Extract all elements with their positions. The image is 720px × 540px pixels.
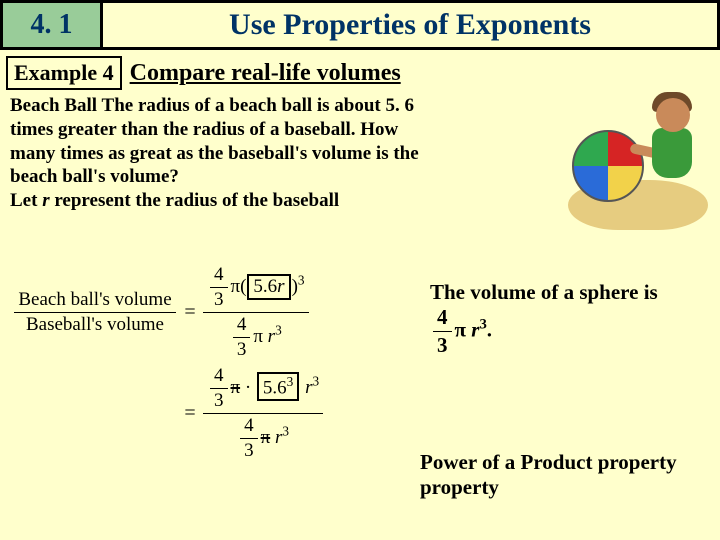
strike-43-bot: 43	[237, 427, 261, 448]
c3: 3	[312, 374, 319, 389]
n1: 4	[210, 264, 228, 288]
f43-den: 3	[433, 332, 452, 358]
f43-num: 4	[433, 305, 452, 332]
sphere-volume-note: The volume of a sphere is 43π r3.	[430, 280, 710, 358]
p3: π	[231, 377, 241, 398]
page-header: 4. 1 Use Properties of Exponents	[0, 0, 720, 50]
lhs-num: Beach ball's volume	[14, 289, 175, 313]
let-suffix: represent the radius of the baseball	[50, 190, 340, 211]
c2: 3	[275, 323, 282, 338]
p1: π	[231, 276, 241, 297]
lhs-ratio: Beach ball's volume Baseball's volume	[11, 289, 178, 336]
cube-exp: 3	[479, 316, 486, 332]
boxed-56-cubed: 5.63	[257, 372, 299, 401]
d2: 3	[233, 338, 251, 361]
d4: 3	[240, 439, 258, 462]
eq-row-1: Beach ball's volume Baseball's volume = …	[10, 264, 420, 361]
c4: 3	[282, 424, 289, 439]
let-variable: r	[42, 190, 49, 211]
n4: 4	[240, 415, 258, 439]
problem-text: Beach Ball The radius of a beach ball is…	[0, 90, 560, 213]
p2: π	[253, 326, 263, 347]
let-prefix: Let	[10, 190, 42, 211]
d3: 3	[210, 389, 228, 412]
br1: r	[277, 276, 284, 297]
math-derivation: Beach ball's volume Baseball's volume = …	[10, 260, 420, 466]
child-head	[656, 98, 690, 132]
example-title: Compare real-life volumes	[130, 60, 401, 87]
power-product-note: Power of a Product property property	[420, 450, 700, 500]
sphere-formula: 43π r3.	[430, 305, 492, 358]
cb: 3	[287, 374, 294, 389]
problem-topic: Beach Ball	[10, 95, 97, 116]
p4: π	[261, 427, 271, 448]
child-body	[652, 128, 692, 178]
d1: 3	[210, 288, 228, 311]
example-header: Example 4 Compare real-life volumes	[0, 56, 720, 90]
lhs-den: Baseball's volume	[14, 313, 175, 336]
page-title: Use Properties of Exponents	[103, 3, 717, 47]
problem-line-1: times greater than the radius of a baseb…	[10, 119, 398, 140]
period: .	[487, 317, 492, 341]
problem-line-0: The radius of a beach ball is about 5. 6	[102, 95, 415, 116]
problem-line-2: many times as great as the baseball's vo…	[10, 143, 419, 164]
eq-row-2: = 43π · 5.63 r3 43π r3	[10, 365, 420, 462]
rhs1: 43π(5.6r)3 43π r3	[200, 264, 312, 361]
sphere-note-text: The volume of a sphere is	[430, 280, 658, 304]
problem-line-3: beach ball's volume?	[10, 166, 179, 187]
boxed-56r: 5.6r	[247, 274, 290, 300]
section-number: 4. 1	[3, 3, 103, 47]
n2: 4	[233, 314, 251, 338]
strike-43-top: 43	[207, 377, 231, 398]
beach-illustration	[568, 90, 708, 230]
c1: 3	[298, 273, 305, 288]
pi-symbol: π	[455, 317, 467, 341]
n3: 4	[210, 365, 228, 389]
example-label-box: Example 4	[6, 56, 122, 90]
b56b: 5.6	[263, 377, 287, 398]
rhs2: 43π · 5.63 r3 43π r3	[200, 365, 326, 462]
b56a: 5.6	[253, 276, 277, 297]
beach-ball-icon	[572, 130, 644, 202]
r2: r	[268, 326, 275, 347]
